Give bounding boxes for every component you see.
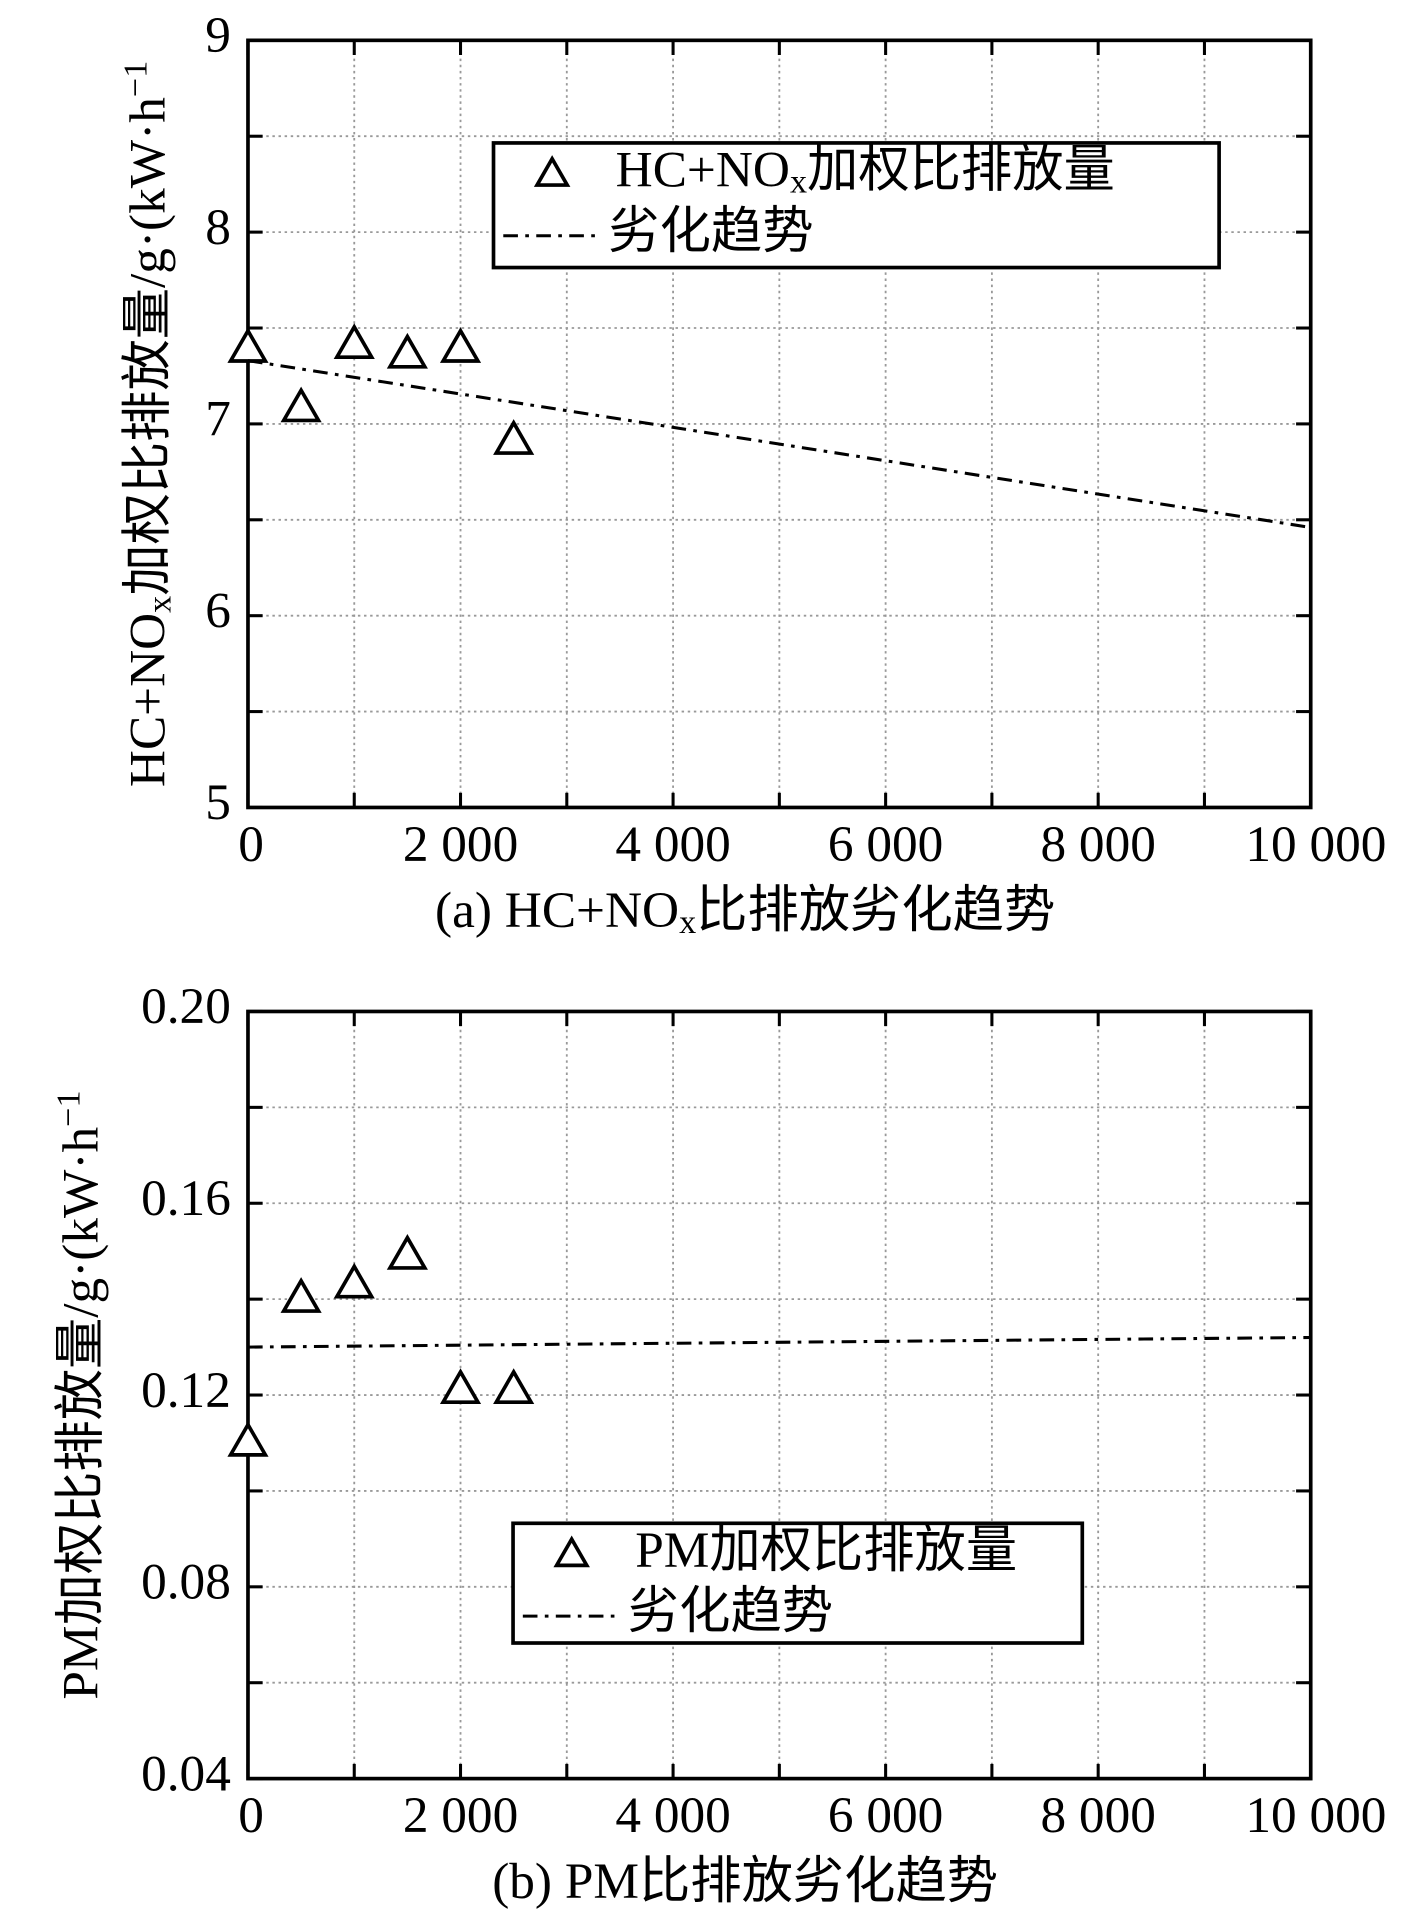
text-part: 劣化趋势 bbox=[628, 1583, 833, 1640]
text-part: 劣化趋势 bbox=[608, 203, 813, 260]
y-tick-label: 9 bbox=[205, 7, 231, 64]
plot-frame bbox=[246, 38, 1313, 810]
x-tick-label: 2 000 bbox=[403, 816, 518, 873]
x-tick-label: 8 000 bbox=[1040, 816, 1155, 873]
text-part: x bbox=[790, 164, 807, 201]
text-part: x bbox=[679, 904, 696, 941]
text-part: PM加权比排放量/g·(kW·h bbox=[52, 1127, 109, 1700]
x-tick-label: 0 bbox=[238, 816, 264, 873]
x-tick-label: 6 000 bbox=[828, 1787, 943, 1844]
x-tick-label: 10 000 bbox=[1245, 1787, 1386, 1844]
caption: (a) HC+NOx比排放劣化趋势 bbox=[435, 882, 1055, 941]
legend-box bbox=[511, 1521, 1085, 1645]
y-tick-label: 0.08 bbox=[141, 1554, 231, 1611]
plot-frame bbox=[246, 1009, 1313, 1781]
marker-triangle bbox=[386, 332, 428, 369]
marker-triangle bbox=[333, 323, 375, 360]
trend-line bbox=[247, 1335, 1311, 1349]
text-part: 加权比排放量/g·(kW·h bbox=[119, 97, 176, 596]
y-tick-label: 6 bbox=[205, 582, 231, 639]
marker-triangle bbox=[280, 1277, 322, 1313]
text-part: 比排放劣化趋势 bbox=[696, 882, 1055, 939]
y-tick-label: 5 bbox=[205, 774, 231, 831]
marker-triangle bbox=[493, 1368, 535, 1404]
text-part: PM加权比排放量 bbox=[635, 1522, 1017, 1579]
trend-line bbox=[247, 359, 1311, 529]
x-tick-label: 8 000 bbox=[1040, 1787, 1155, 1844]
marker-triangle bbox=[386, 1233, 428, 1270]
y-tick-label: 8 bbox=[205, 199, 231, 256]
text-part: −1 bbox=[118, 61, 155, 97]
text-part: HC+NO bbox=[616, 141, 790, 198]
marker-triangle bbox=[280, 386, 322, 423]
legend-label: HC+NOx加权比排放量 bbox=[616, 141, 1115, 200]
marker-triangle bbox=[333, 1262, 375, 1299]
marker-triangle bbox=[439, 1368, 482, 1404]
x-tick-label: 4 000 bbox=[615, 1787, 730, 1844]
marker-triangle bbox=[553, 1535, 590, 1568]
text-part: x bbox=[142, 596, 179, 613]
legend-label: 劣化趋势 bbox=[608, 203, 813, 260]
x-tick-label: 10 000 bbox=[1245, 816, 1386, 873]
marker-triangle bbox=[533, 155, 571, 187]
x-tick-label: 0 bbox=[238, 1787, 264, 1844]
text-part: 加权比排放量 bbox=[807, 141, 1115, 198]
y-tick-label: 0.16 bbox=[141, 1170, 231, 1227]
marker-triangle bbox=[227, 1420, 269, 1457]
y-tick-label: 0.12 bbox=[141, 1362, 231, 1419]
y-tick-label: 0.04 bbox=[141, 1745, 231, 1802]
y-axis-label: HC+NOx加权比排放量/g·(kW·h−1 bbox=[118, 61, 179, 787]
text-part: HC+NO bbox=[119, 613, 176, 787]
legend-box bbox=[491, 141, 1221, 270]
caption: (b) PM比排放劣化趋势 bbox=[492, 1853, 998, 1910]
marker-triangle bbox=[227, 327, 269, 363]
legend-label: PM加权比排放量 bbox=[635, 1522, 1017, 1579]
x-tick-label: 6 000 bbox=[828, 816, 943, 873]
marker-triangle bbox=[439, 327, 482, 363]
x-tick-label: 2 000 bbox=[403, 1787, 518, 1844]
text-part: (a) HC+NO bbox=[435, 882, 679, 939]
y-tick-label: 0.20 bbox=[141, 978, 231, 1035]
x-tick-label: 4 000 bbox=[615, 816, 730, 873]
y-axis-label: PM加权比排放量/g·(kW·h−1 bbox=[51, 1090, 110, 1699]
text-part: −1 bbox=[51, 1090, 88, 1126]
marker-triangle bbox=[493, 419, 535, 455]
text-part: (b) PM比排放劣化趋势 bbox=[492, 1853, 998, 1910]
y-tick-label: 7 bbox=[205, 391, 231, 448]
legend-label: 劣化趋势 bbox=[628, 1583, 833, 1640]
